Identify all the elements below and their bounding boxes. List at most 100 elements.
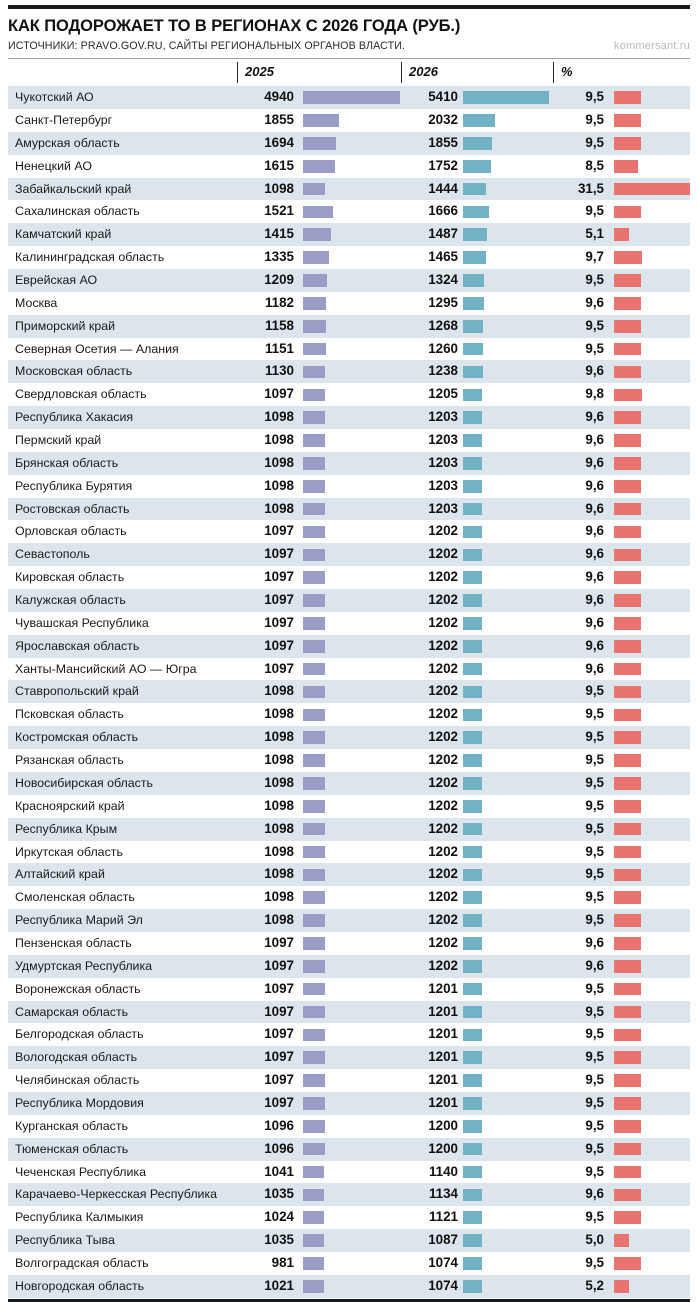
bar-percent (614, 1211, 642, 1225)
value-percent: 31,5 (577, 180, 604, 196)
region-name: Тюменская область (15, 1141, 129, 1156)
value-percent: 9,6 (585, 363, 604, 379)
bar-2025 (303, 137, 337, 150)
bar-2025 (303, 525, 325, 539)
value-2025: 1130 (264, 363, 294, 379)
table-row: Ненецкий АО 1615 1752 8,5 (8, 154, 690, 178)
value-percent: 9,5 (585, 1094, 604, 1110)
value-2026: 1201 (428, 1094, 458, 1110)
table-row: Забайкальский край 1098 1444 31,5 (8, 177, 690, 201)
value-percent: 9,5 (585, 1140, 604, 1156)
value-percent: 9,6 (585, 660, 604, 676)
value-2025: 1098 (264, 912, 294, 928)
bar-percent (614, 685, 642, 699)
value-2026: 1202 (428, 683, 458, 699)
bar-2025 (303, 1142, 325, 1156)
region-name: Северная Осетия — Алания (15, 341, 179, 356)
value-2025: 1098 (264, 454, 294, 470)
value-2025: 1521 (264, 203, 294, 219)
bar-2026 (463, 525, 483, 539)
value-percent: 9,5 (585, 843, 604, 859)
value-2026: 1201 (428, 1072, 458, 1088)
bar-2025 (303, 617, 325, 630)
value-percent: 9,5 (585, 1026, 604, 1042)
bar-2025 (303, 502, 325, 516)
value-2025: 1335 (264, 249, 294, 265)
value-2026: 1074 (428, 1254, 458, 1270)
bar-2025 (303, 1165, 324, 1179)
table-row: Белгородская область 1097 1201 9,5 (8, 1023, 690, 1047)
bar-2025 (303, 182, 325, 196)
bar-2026 (463, 594, 483, 607)
value-2026: 1202 (428, 889, 458, 905)
bar-2025 (303, 1120, 325, 1133)
bar-2026 (463, 822, 483, 836)
value-percent: 9,5 (585, 889, 604, 905)
bar-2026 (463, 914, 483, 927)
table-row: Москва 1182 1295 9,6 (8, 291, 690, 315)
bar-percent (614, 845, 642, 859)
value-2025: 1097 (264, 592, 294, 608)
value-2026: 1465 (428, 249, 458, 265)
region-name: Вологодская область (15, 1050, 138, 1065)
bar-2026 (463, 365, 483, 379)
table-row: Республика Тыва 1035 1087 5,0 (8, 1229, 690, 1252)
value-percent: 5,2 (585, 1277, 604, 1293)
value-2025: 1098 (264, 843, 294, 859)
value-percent: 9,5 (585, 1072, 604, 1088)
bar-2026 (463, 91, 549, 104)
bar-2026 (463, 457, 483, 470)
value-percent: 9,5 (585, 89, 604, 105)
column-header-percent: % (561, 64, 573, 80)
region-name: Республика Тыва (15, 1233, 115, 1248)
bar-2025 (303, 411, 325, 424)
value-2025: 1097 (264, 980, 294, 996)
value-2026: 1202 (428, 569, 458, 585)
bar-2026 (463, 411, 483, 424)
value-2025: 1097 (264, 546, 294, 562)
table-row: Республика Марий Эл 1098 1202 9,5 (8, 909, 690, 932)
value-2025: 1097 (264, 1072, 294, 1088)
table-row: Ярославская область 1097 1202 9,6 (8, 634, 690, 658)
region-name: Амурская область (15, 135, 120, 150)
bar-2026 (463, 1257, 482, 1270)
bar-percent (614, 502, 642, 516)
table-row: Иркутская область 1098 1202 9,5 (8, 840, 690, 864)
region-name: Чукотский АО (15, 90, 94, 105)
bar-percent (614, 731, 642, 744)
value-percent: 9,5 (585, 1049, 604, 1065)
table-row: Санкт-Петербург 1855 2032 9,5 (8, 109, 690, 132)
bar-2025 (303, 571, 325, 584)
region-name: Республика Марий Эл (15, 913, 143, 928)
bar-2025 (303, 457, 325, 470)
bar-percent (614, 342, 642, 356)
region-name: Волгоградская область (15, 1255, 149, 1270)
value-2026: 1202 (428, 614, 458, 630)
region-name: Костромская область (15, 730, 139, 745)
bar-percent (614, 479, 642, 493)
value-2026: 1202 (428, 866, 458, 882)
value-percent: 9,6 (585, 294, 604, 310)
region-name: Алтайский край (15, 867, 105, 882)
value-2025: 1097 (264, 1049, 294, 1065)
bar-2026 (463, 228, 487, 242)
region-name: Смоленская область (15, 890, 135, 905)
bar-2025 (303, 1074, 325, 1087)
bar-2025 (303, 754, 325, 767)
bar-percent (614, 525, 642, 539)
bar-2025 (303, 1005, 325, 1019)
region-name: Челябинская область (15, 1073, 140, 1088)
table-row: Новосибирская область 1098 1202 9,5 (8, 771, 690, 795)
region-name: Самарская область (15, 1004, 129, 1019)
bar-percent (614, 594, 642, 607)
bar-2025 (303, 1280, 324, 1293)
table-row: Волгоградская область 981 1074 9,5 (8, 1251, 690, 1275)
bar-percent (614, 388, 642, 402)
bar-2025 (303, 114, 340, 127)
value-2025: 1098 (264, 477, 294, 493)
bar-2026 (463, 754, 483, 767)
value-percent: 9,5 (585, 866, 604, 882)
value-percent: 9,8 (585, 386, 604, 402)
value-2025: 981 (271, 1254, 294, 1270)
table-row: Республика Бурятия 1098 1203 9,6 (8, 474, 690, 498)
